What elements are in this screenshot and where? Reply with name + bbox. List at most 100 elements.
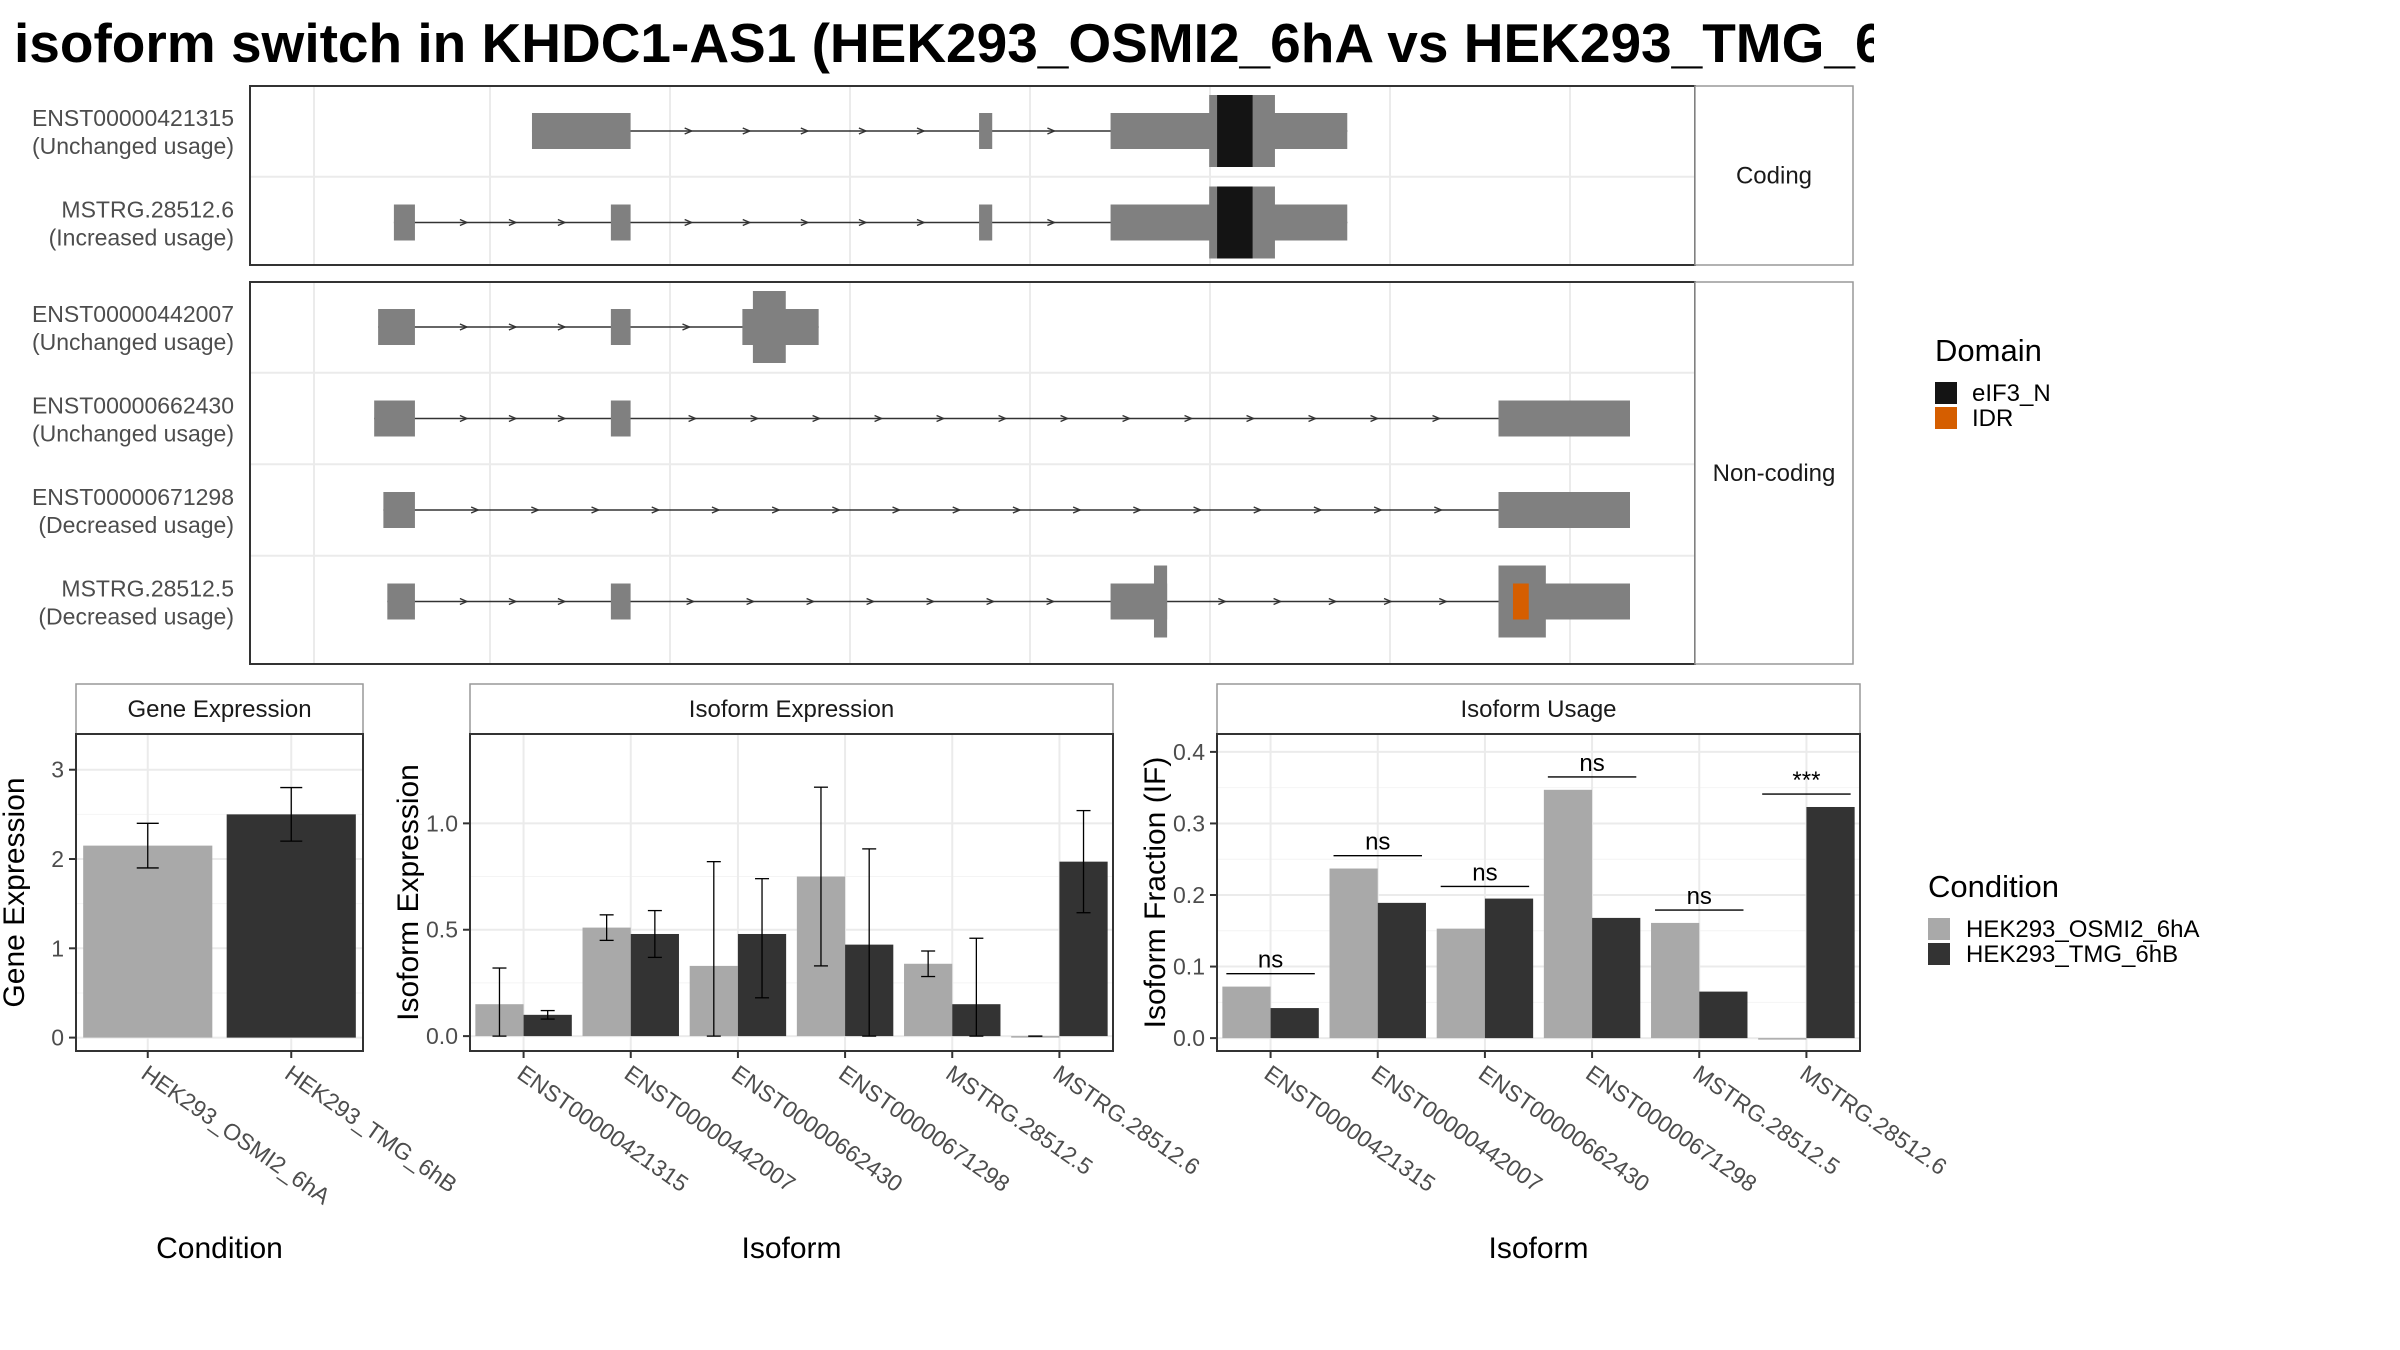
significance-label: ns xyxy=(1258,947,1283,974)
intron-arrow xyxy=(812,414,822,423)
y-tick-label: 0.0 xyxy=(1173,1025,1205,1051)
intron-arrow xyxy=(684,127,694,135)
intron-arrow xyxy=(1060,414,1070,423)
x-tick-label: ENST00000671298 xyxy=(1581,1060,1761,1197)
intron-arrow xyxy=(508,597,518,606)
bar xyxy=(1270,1008,1319,1039)
transcript-name-label: ENST00000671298 xyxy=(32,484,234,510)
bar xyxy=(1484,898,1534,1039)
y-tick-label: 0.4 xyxy=(1173,739,1205,765)
chart-strip xyxy=(469,683,1114,735)
intron-arrow xyxy=(1046,597,1056,606)
domain-idr xyxy=(1512,583,1529,620)
intron-arrow xyxy=(508,414,518,423)
bar xyxy=(1758,1038,1807,1040)
bar xyxy=(523,1014,572,1037)
bar xyxy=(1329,868,1378,1039)
intron-arrow xyxy=(832,506,842,514)
intron-arrow xyxy=(892,506,902,514)
chart-strip xyxy=(1216,683,1861,735)
x-axis-title: Condition xyxy=(156,1232,283,1265)
intron-arrow xyxy=(986,597,996,606)
intron-arrow xyxy=(1133,506,1143,514)
intron-arrow xyxy=(557,597,567,606)
exon-utr xyxy=(979,204,993,241)
intron-arrow xyxy=(1072,506,1082,514)
intron-arrow xyxy=(1308,414,1318,423)
transcript-usage-label: (Decreased usage) xyxy=(38,512,234,538)
legend-title: Condition xyxy=(1928,869,2059,904)
intron-arrow xyxy=(688,414,698,423)
exon-utr xyxy=(393,204,415,241)
intron-arrow xyxy=(1273,597,1283,606)
intron-arrow xyxy=(771,506,781,514)
intron-arrow xyxy=(1438,597,1449,606)
x-axis-title: Isoform xyxy=(741,1232,841,1265)
intron-arrow xyxy=(936,414,946,423)
y-tick-label: 1.0 xyxy=(426,810,458,836)
intron-arrow xyxy=(742,127,752,135)
intron-arrow xyxy=(1012,506,1022,514)
intron-arrow xyxy=(746,597,756,606)
intron-arrow xyxy=(1313,506,1323,514)
significance-label: ns xyxy=(1472,859,1497,886)
x-tick-label: ENST00000442007 xyxy=(620,1060,800,1197)
exon-cds xyxy=(752,291,786,363)
intron-arrow xyxy=(557,218,567,227)
intron-arrow xyxy=(1184,414,1194,423)
legend-swatch xyxy=(1928,918,1950,940)
plot-border xyxy=(1216,733,1861,1052)
transcript-usage-label: (Increased usage) xyxy=(49,225,234,251)
intron-arrow xyxy=(686,597,696,606)
intron-arrow xyxy=(531,506,541,514)
y-tick-label: 1 xyxy=(51,935,64,961)
bar xyxy=(1651,922,1700,1039)
intron-arrow xyxy=(858,218,868,227)
chart-title: Isoform Expression xyxy=(689,696,894,723)
facet-strip-label: Coding xyxy=(1736,163,1812,190)
intron-arrow xyxy=(508,218,518,227)
structure-panel-bg xyxy=(250,282,1695,664)
exon-cds xyxy=(1153,565,1168,638)
intron-arrow xyxy=(651,506,661,514)
facet-strip xyxy=(1694,85,1854,266)
intron-arrow xyxy=(1370,414,1380,423)
legend-label: HEK293_OSMI2_6hA xyxy=(1966,916,2199,943)
bar xyxy=(1436,928,1485,1039)
x-tick-label: ENST00000421315 xyxy=(1260,1060,1440,1197)
y-tick-label: 3 xyxy=(51,757,64,783)
intron-arrow xyxy=(750,414,760,423)
intron-arrow xyxy=(1193,506,1203,514)
plot-border xyxy=(469,733,1114,1052)
facet-strip-label: Non-coding xyxy=(1713,460,1836,487)
legend-swatch xyxy=(1935,382,1957,404)
intron-arrow xyxy=(459,218,469,227)
exon-utr xyxy=(383,492,415,528)
exon-utr xyxy=(610,204,631,241)
y-tick-label: 0.2 xyxy=(1173,882,1205,908)
figure-title: isoform switch in KHDC1-AS1 (HEK293_OSMI… xyxy=(14,12,1874,74)
legend-swatch xyxy=(1935,407,1957,429)
exon-utr xyxy=(387,583,415,620)
domain-eif3-n xyxy=(1217,186,1253,259)
intron-arrow xyxy=(916,127,926,135)
exon-utr xyxy=(531,113,631,149)
exon-utr xyxy=(610,400,631,437)
transcript-name-label: ENST00000442007 xyxy=(32,301,234,327)
transcript-usage-label: (Unchanged usage) xyxy=(32,421,234,447)
legend-label: HEK293_TMG_6hB xyxy=(1966,941,2178,968)
intron-arrow xyxy=(470,506,480,514)
intron-arrow xyxy=(459,597,469,606)
significance-label: ns xyxy=(1579,750,1604,777)
y-tick-label: 0.0 xyxy=(426,1023,458,1049)
significance-label: ns xyxy=(1687,883,1712,910)
plot-area xyxy=(1217,734,1860,1051)
intron-arrow xyxy=(916,218,926,227)
significance-label: *** xyxy=(1792,767,1820,794)
isoform-usage-chart: Isoform Usage ns ns ns ns ns *** 0.0 0.1 0.2 0.3 0.… xyxy=(1139,683,1952,1265)
intron-arrow xyxy=(998,414,1008,423)
transcript-name-label: MSTRG.28512.5 xyxy=(61,576,234,602)
exon-utr xyxy=(979,113,993,149)
x-tick-label: ENST00000421315 xyxy=(513,1060,693,1197)
